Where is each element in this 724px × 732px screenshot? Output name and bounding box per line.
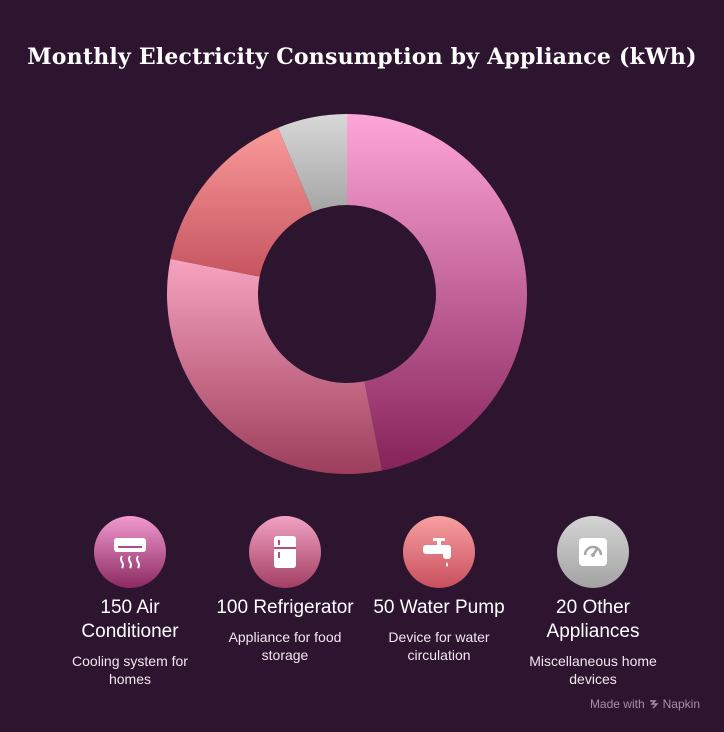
legend-description: Device for water circulation [388, 629, 490, 663]
legend-item-water-pump: 50 Water Pump Device for water circulati… [364, 516, 514, 664]
legend-description: Cooling system for homes [72, 653, 188, 687]
legend-description: Miscellaneous home devices [529, 653, 657, 687]
legend-icon-water-pump [403, 516, 475, 588]
legend-title: 20 Other Appliances [546, 597, 640, 642]
refrigerator-icon [274, 536, 296, 568]
legend-item-air-conditioner: 150 Air Conditioner Cooling system for h… [55, 516, 205, 688]
air-conditioner-icon [114, 538, 146, 569]
legend-icon-air-conditioner [94, 516, 166, 588]
legend-description: Appliance for food storage [228, 629, 342, 663]
legend-title: 150 Air Conditioner [81, 597, 179, 642]
donut-slice-refrigerator [166, 258, 383, 474]
donut-slice-air-conditioner [347, 114, 527, 471]
napkin-logo-icon [649, 700, 659, 709]
chart-title: Monthly Electricity Consumption by Appli… [27, 44, 697, 70]
legend-icon-other-appliances [557, 516, 629, 588]
footer-text: Made with [589, 697, 645, 711]
legend-title: 100 Refrigerator [216, 597, 354, 618]
legend-title: 50 Water Pump [373, 597, 505, 618]
footer-brand: Napkin [662, 697, 700, 711]
legend-icon-refrigerator [249, 516, 321, 588]
meter-gauge-icon [579, 538, 607, 566]
faucet-icon [423, 538, 451, 567]
donut-slice-water-pump [170, 127, 313, 277]
legend-item-refrigerator: 100 Refrigerator Appliance for food stor… [210, 516, 360, 664]
legend-item-other-appliances: 20 Other Appliances Miscellaneous home d… [518, 516, 668, 688]
donut-chart [166, 114, 527, 474]
made-with-napkin-footer: Made with Napkin [590, 697, 700, 711]
donut-slice-other-appliances [278, 114, 347, 212]
